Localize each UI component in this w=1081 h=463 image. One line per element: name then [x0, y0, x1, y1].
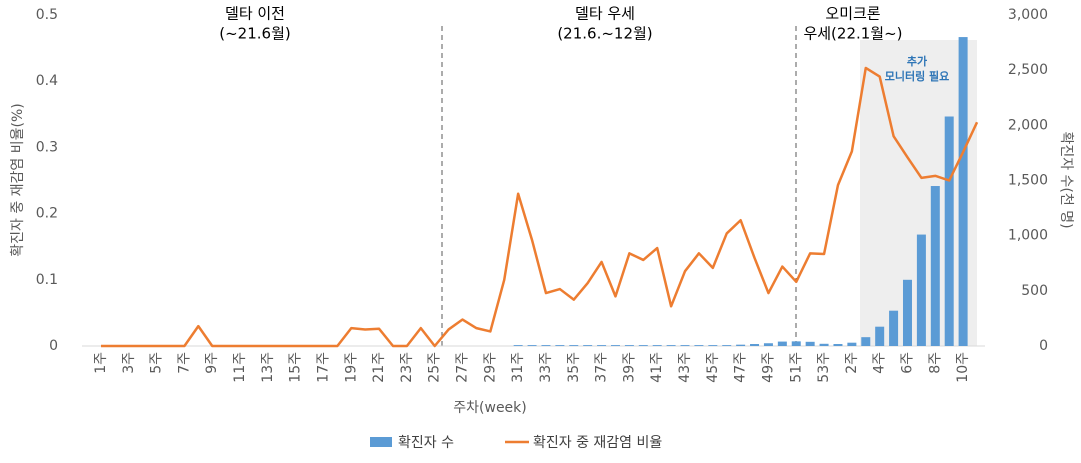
x-tick-label: 53주 [816, 352, 832, 383]
y-tick-label: 0.4 [36, 73, 58, 89]
bar [763, 343, 773, 346]
x-tick-label: 11주 [232, 352, 248, 383]
annotation: 모니터링 필요 [885, 69, 950, 83]
annotation: 추가 [907, 54, 927, 68]
y2-tick-label: 3,000 [1008, 7, 1048, 23]
bar [930, 186, 940, 346]
x-tick-label: 13주 [260, 352, 276, 383]
annotation: (~21.6월) [219, 25, 290, 43]
x-tick-label: 6주 [899, 352, 915, 374]
bar [847, 342, 857, 346]
x-tick-label: 25주 [427, 352, 443, 383]
y2-tick-label: 2,500 [1008, 62, 1048, 78]
bar [694, 345, 704, 346]
bar [680, 345, 690, 346]
x-tick-label: 35주 [566, 352, 582, 383]
x-tick-label: 37주 [594, 352, 610, 383]
legend-label: 확진자 중 재감염 비율 [533, 435, 662, 451]
x-tick-label: 23주 [399, 352, 415, 383]
bar [597, 345, 607, 346]
y-tick-label: 0.2 [36, 206, 58, 222]
bar [777, 341, 787, 346]
x-tick-label: 29주 [482, 352, 498, 383]
annotation: 델타 이전 [225, 5, 285, 23]
y2-tick-label: 1,500 [1008, 173, 1048, 189]
annotation: 델타 우세 [575, 5, 635, 23]
bar [666, 345, 676, 346]
annotation: 우세(22.1월~) [803, 25, 902, 43]
x-tick-label: 21주 [371, 352, 387, 383]
legend-swatch [370, 437, 392, 447]
bar [833, 344, 843, 346]
bar [889, 310, 899, 346]
bar [652, 345, 662, 346]
x-tick-label: 7주 [176, 352, 192, 374]
x-tick-label: 41주 [649, 352, 665, 383]
x-tick-label: 15주 [288, 352, 304, 383]
x-tick-label: 49주 [760, 352, 776, 383]
bar [902, 279, 912, 346]
bar [569, 345, 579, 346]
y2-tick-label: 2,000 [1008, 117, 1048, 133]
bar [624, 345, 634, 346]
bar [916, 234, 926, 346]
x-tick-label: 31주 [510, 352, 526, 383]
y2-tick-label: 0 [1039, 338, 1048, 354]
bar [875, 326, 885, 346]
x-tick-label: 9주 [204, 352, 220, 374]
x-tick-label: 27주 [455, 352, 471, 383]
x-tick-label: 47주 [733, 352, 749, 383]
bar [708, 345, 718, 346]
y2-tick-label: 500 [1021, 283, 1048, 299]
bar [513, 345, 523, 346]
x-tick-label: 4주 [872, 352, 888, 374]
bar [944, 116, 954, 346]
bar [861, 337, 871, 346]
y-tick-label: 0 [49, 338, 58, 354]
bar [958, 37, 968, 347]
x-tick-label: 8주 [927, 352, 943, 374]
bar [541, 345, 551, 346]
bar [819, 343, 829, 346]
y-tick-label: 0.3 [36, 139, 58, 155]
bar [736, 344, 746, 346]
x-tick-label: 33주 [538, 352, 554, 383]
bar [750, 344, 760, 346]
x-tick-label: 39주 [621, 352, 637, 383]
y-tick-label: 0.5 [36, 7, 58, 23]
x-axis-title: 주차(week) [453, 400, 526, 416]
x-tick-label: 45주 [705, 352, 721, 383]
bar [583, 345, 593, 346]
bar [555, 345, 565, 346]
legend-label: 확진자 수 [398, 435, 454, 451]
x-tick-label: 19주 [343, 352, 359, 383]
y-tick-label: 0.1 [36, 272, 58, 288]
x-tick-label: 1주 [93, 352, 109, 374]
x-tick-label: 10주 [955, 352, 971, 383]
bar [722, 345, 732, 346]
bar [610, 345, 620, 346]
annotation: 오미크론 [825, 5, 880, 23]
y2-tick-label: 1,000 [1008, 228, 1048, 244]
x-tick-label: 2주 [844, 352, 860, 374]
y2-axis-title: 확진자 수(천 명) [1058, 131, 1074, 228]
x-tick-label: 17주 [315, 352, 331, 383]
y-axis-title: 확진자 중 재감염 비율(%) [10, 103, 26, 257]
x-tick-label: 3주 [121, 352, 137, 374]
x-tick-label: 5주 [149, 352, 165, 374]
bar [805, 341, 815, 346]
bar [527, 345, 537, 346]
x-tick-label: 43주 [677, 352, 693, 383]
annotation: (21.6.~12월) [557, 25, 652, 43]
line [101, 66, 979, 348]
bar [638, 345, 648, 346]
bar [791, 341, 801, 346]
x-tick-label: 51주 [788, 352, 804, 383]
